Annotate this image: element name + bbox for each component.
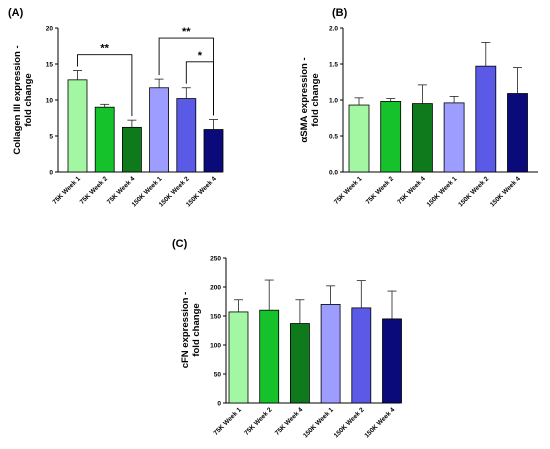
panel-c-category-label: 150K Week 2	[333, 406, 366, 439]
panel-b-category-label: 150K Week 2	[457, 175, 490, 208]
panel-c-bar	[382, 318, 402, 404]
panel-b-category-label: 75K Week 4	[396, 175, 427, 206]
panel-a-label: (A)	[8, 7, 24, 19]
panel-c-category-label: 75K Week 4	[274, 406, 305, 437]
panel-b-y-tick-label: 0.5	[329, 133, 338, 140]
panel-b-y-axis-title-line: fold change	[310, 73, 321, 126]
panel-b-chart: (B) αSMA expression -fold change 0.0 0.5 1.0…	[299, 7, 538, 208]
panel-a-significance-label: **	[182, 26, 191, 38]
panel-c-y-axis-title: cFN expression -fold change	[180, 292, 202, 369]
panel-b-label: (B)	[332, 7, 348, 19]
panel-a-bar	[203, 129, 224, 173]
panel-a-y-tick-label: 5	[49, 133, 53, 140]
panel-a-bar	[149, 87, 170, 173]
panel-b-category-label: 75K Week 1	[333, 175, 364, 206]
panel-a-y-axis-title-line: fold change	[23, 73, 34, 126]
panel-c-y-axis-title-line: fold change	[191, 303, 202, 356]
panel-a-category-label: 75K Week 1	[51, 175, 82, 206]
panel-a-significance-bracket	[185, 61, 214, 116]
panel-a-bar	[122, 126, 142, 173]
panel-a-y-axis-title: Collagen III expression -fold change	[12, 45, 34, 154]
panel-b-y-tick-label: 0.0	[329, 169, 338, 176]
panel-a-chart: (A) Collagen III expression -fold change 0…	[8, 7, 224, 208]
panel-a-significance-label: *	[198, 50, 203, 62]
panel-c-y-tick-label: 0	[217, 400, 221, 407]
panel-c-category-label: 75K Week 2	[243, 406, 274, 437]
panel-b-bar	[507, 93, 528, 173]
panel-c-bar	[228, 311, 249, 404]
panel-a-bar	[94, 106, 115, 173]
panel-c-bar	[289, 323, 310, 404]
panel-c-y-axis-title-line: cFN expression -	[180, 292, 191, 369]
panel-c-y-tick-label: 200	[210, 284, 221, 291]
panel-c-y-tick-label: 250	[210, 255, 221, 262]
panel-c-category-label: 75K Week 1	[212, 406, 243, 437]
panel-b-y-axis-title: αSMA expression -fold change	[299, 57, 321, 142]
panel-b-y-tick-label: 1.0	[329, 97, 338, 104]
panel-a-y-axis-title-line: Collagen III expression -	[12, 45, 23, 154]
panel-a-y-tick-label: 10	[46, 97, 54, 104]
panel-b-category-label: 150K Week 4	[489, 175, 522, 208]
panel-b-bar	[348, 104, 370, 173]
panel-c-bar	[351, 307, 372, 404]
panel-a-bar	[67, 79, 88, 173]
panel-b-y-tick-label: 2.0	[329, 25, 338, 32]
panel-a-y-tick-label: 15	[46, 61, 54, 68]
panel-a-y-tick-label: 0	[49, 169, 53, 176]
panel-b-category-label: 150K Week 1	[426, 175, 459, 208]
panel-c-y-tick-label: 150	[210, 313, 221, 320]
panel-a-y-tick-label: 20	[46, 25, 54, 32]
panel-a-category-label: 75K Week 2	[79, 175, 110, 206]
panel-b-y-tick-label: 1.5	[329, 61, 338, 68]
panel-c-category-label: 150K Week 4	[363, 406, 396, 439]
panel-b-y-axis-title-line: αSMA expression -	[299, 57, 310, 142]
panel-c-category-label: 150K Week 1	[302, 406, 335, 439]
panel-c-chart: (C) cFN expression -fold change 0 50 100 150 2…	[172, 238, 402, 439]
panel-c-y-tick-label: 100	[210, 342, 221, 349]
panel-c-y-tick-label: 50	[214, 371, 222, 378]
panel-c-label: (C)	[172, 238, 188, 250]
panel-b-bar	[475, 65, 497, 173]
panel-a-significance-bracket	[77, 54, 133, 117]
panel-c-bar	[259, 309, 280, 404]
panel-b-bar	[443, 102, 465, 173]
panel-c-bar	[320, 303, 341, 404]
panel-b-bar	[380, 101, 402, 173]
panel-a-significance-label: **	[100, 43, 109, 55]
panel-a-bar	[176, 98, 197, 173]
panel-b-bar	[411, 103, 433, 173]
panel-b-category-label: 75K Week 2	[365, 175, 396, 206]
